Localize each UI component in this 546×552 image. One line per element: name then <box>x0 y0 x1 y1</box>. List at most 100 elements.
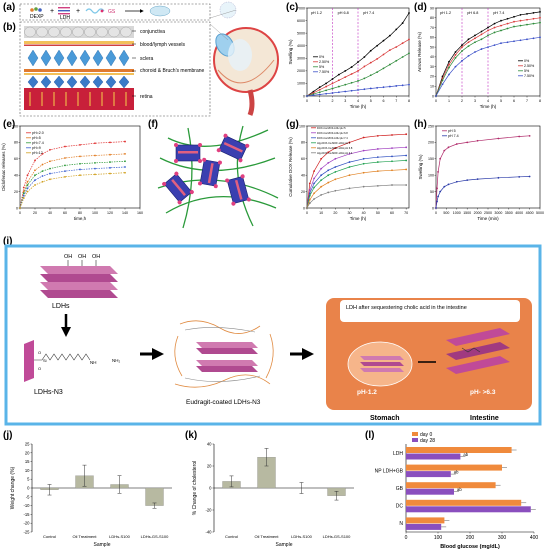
data-point <box>19 207 21 209</box>
data-point <box>519 39 522 42</box>
data-point <box>376 156 379 159</box>
data-point <box>519 24 522 27</box>
data-point <box>124 160 126 163</box>
data-point <box>369 49 372 52</box>
data-point <box>49 160 51 163</box>
ldhs-label: LDHs <box>52 303 70 310</box>
layer-label-vessels: blood/lymph vessels <box>140 42 186 48</box>
data-point <box>480 30 483 33</box>
y-tick-label: 40 <box>207 442 212 447</box>
data-point <box>362 157 365 160</box>
panel-label-k: (k) <box>185 430 198 441</box>
x-tick-label: 50 <box>376 211 380 215</box>
data-point <box>532 22 535 25</box>
ldh-plates-icon <box>58 7 70 15</box>
data-point <box>363 56 366 58</box>
data-point <box>455 143 458 145</box>
data-point <box>348 152 351 155</box>
data-point <box>454 51 457 53</box>
data-point <box>461 50 463 52</box>
data-point <box>454 56 457 59</box>
data-point <box>313 186 315 189</box>
data-point <box>362 171 365 174</box>
legend-label: 0% <box>524 59 530 63</box>
data-point <box>313 198 315 200</box>
legend-label: DOX-Ca MOF-LDH pH 6.8 <box>317 131 348 135</box>
data-point <box>467 55 470 57</box>
data-point <box>376 148 379 150</box>
data-point <box>500 19 502 22</box>
aminosilane-chain <box>34 353 91 361</box>
legend-swatch <box>412 432 418 436</box>
ph-annotation: pH 6.8 <box>338 11 349 15</box>
y-tick-label: 250 <box>428 124 434 128</box>
y-tick-label: 5000 <box>297 31 305 35</box>
legend-label: 0% <box>319 55 325 59</box>
data-point <box>391 134 393 136</box>
data-point <box>405 146 408 149</box>
data-point <box>350 81 353 84</box>
data-point <box>448 73 450 76</box>
data-point <box>327 191 330 194</box>
legend-label: 7.50% <box>319 70 330 74</box>
data-point <box>382 86 385 89</box>
data-point <box>436 187 438 190</box>
data-point <box>441 79 444 82</box>
data-point <box>388 63 391 66</box>
data-point <box>327 169 330 172</box>
dexp-molecule-icon <box>30 7 42 12</box>
data-point <box>500 42 502 45</box>
y-axis-label: Cumulative DOX Release (%) <box>288 137 293 197</box>
data-point <box>480 33 483 36</box>
data-point <box>506 22 509 25</box>
x-tick-label: 8 <box>539 99 541 103</box>
svg-text:+: + <box>50 8 54 15</box>
chart-c-swelling: 0 1 2 3 4 5 6 7 8 0 1000 2000 3000 4000 5000 6000 7000 Ti… <box>288 6 410 109</box>
y-tick-label: -40 <box>205 530 212 535</box>
data-point <box>376 44 379 47</box>
data-point <box>506 41 509 44</box>
x-tick-label: 20 <box>333 211 337 215</box>
ldh-plate-icon <box>216 133 250 163</box>
data-point <box>376 58 379 60</box>
panel-i-scheme: OH OH OH LDHs NH NH₂ O OSi LDHs-N3 Eudrag… <box>4 244 542 426</box>
x-tick-label: 40 <box>362 211 366 215</box>
data-point <box>41 163 44 166</box>
x-tick-label: 300 <box>498 535 507 541</box>
data-point <box>357 89 359 91</box>
data-point <box>448 60 450 63</box>
category-label: Oil Treatment <box>254 534 279 539</box>
legend-label: day 0 <box>420 432 432 438</box>
panel-label-f: (f) <box>148 119 158 130</box>
category-label: Control <box>225 534 238 539</box>
choroid-cell <box>27 75 39 89</box>
y-axis-label: Weight change (%) <box>10 466 16 509</box>
data-point <box>526 38 528 41</box>
series-line <box>306 160 407 209</box>
data-point <box>334 166 337 168</box>
legend-label: Alg-DOX-Ca MOF-LDH pH 7.4 <box>317 151 353 155</box>
data-point <box>327 174 330 177</box>
data-point <box>124 166 126 168</box>
legend-label: Alg-DOX-Ca MOF-LDH pH 6.8 <box>317 146 353 150</box>
data-point <box>308 198 311 201</box>
y-tick-label: 2000 <box>297 69 305 73</box>
y-tick-label: 150 <box>428 157 434 161</box>
data-point <box>497 176 500 179</box>
x-tick-label: 6 <box>513 99 515 103</box>
data-point <box>376 86 379 89</box>
data-point <box>408 52 410 55</box>
gs-chain-icon <box>85 8 105 14</box>
data-point <box>22 192 25 195</box>
oh-label-2: OH <box>78 254 86 260</box>
ph-annotation: pH 1.2 <box>440 11 451 15</box>
data-point <box>348 141 351 144</box>
panel-label-c: (c) <box>286 2 299 13</box>
data-point <box>124 152 126 155</box>
bar <box>406 464 502 471</box>
data-point <box>308 202 311 204</box>
data-point <box>348 161 351 163</box>
y-tick-label: 80 <box>14 141 18 145</box>
bar <box>406 488 454 495</box>
